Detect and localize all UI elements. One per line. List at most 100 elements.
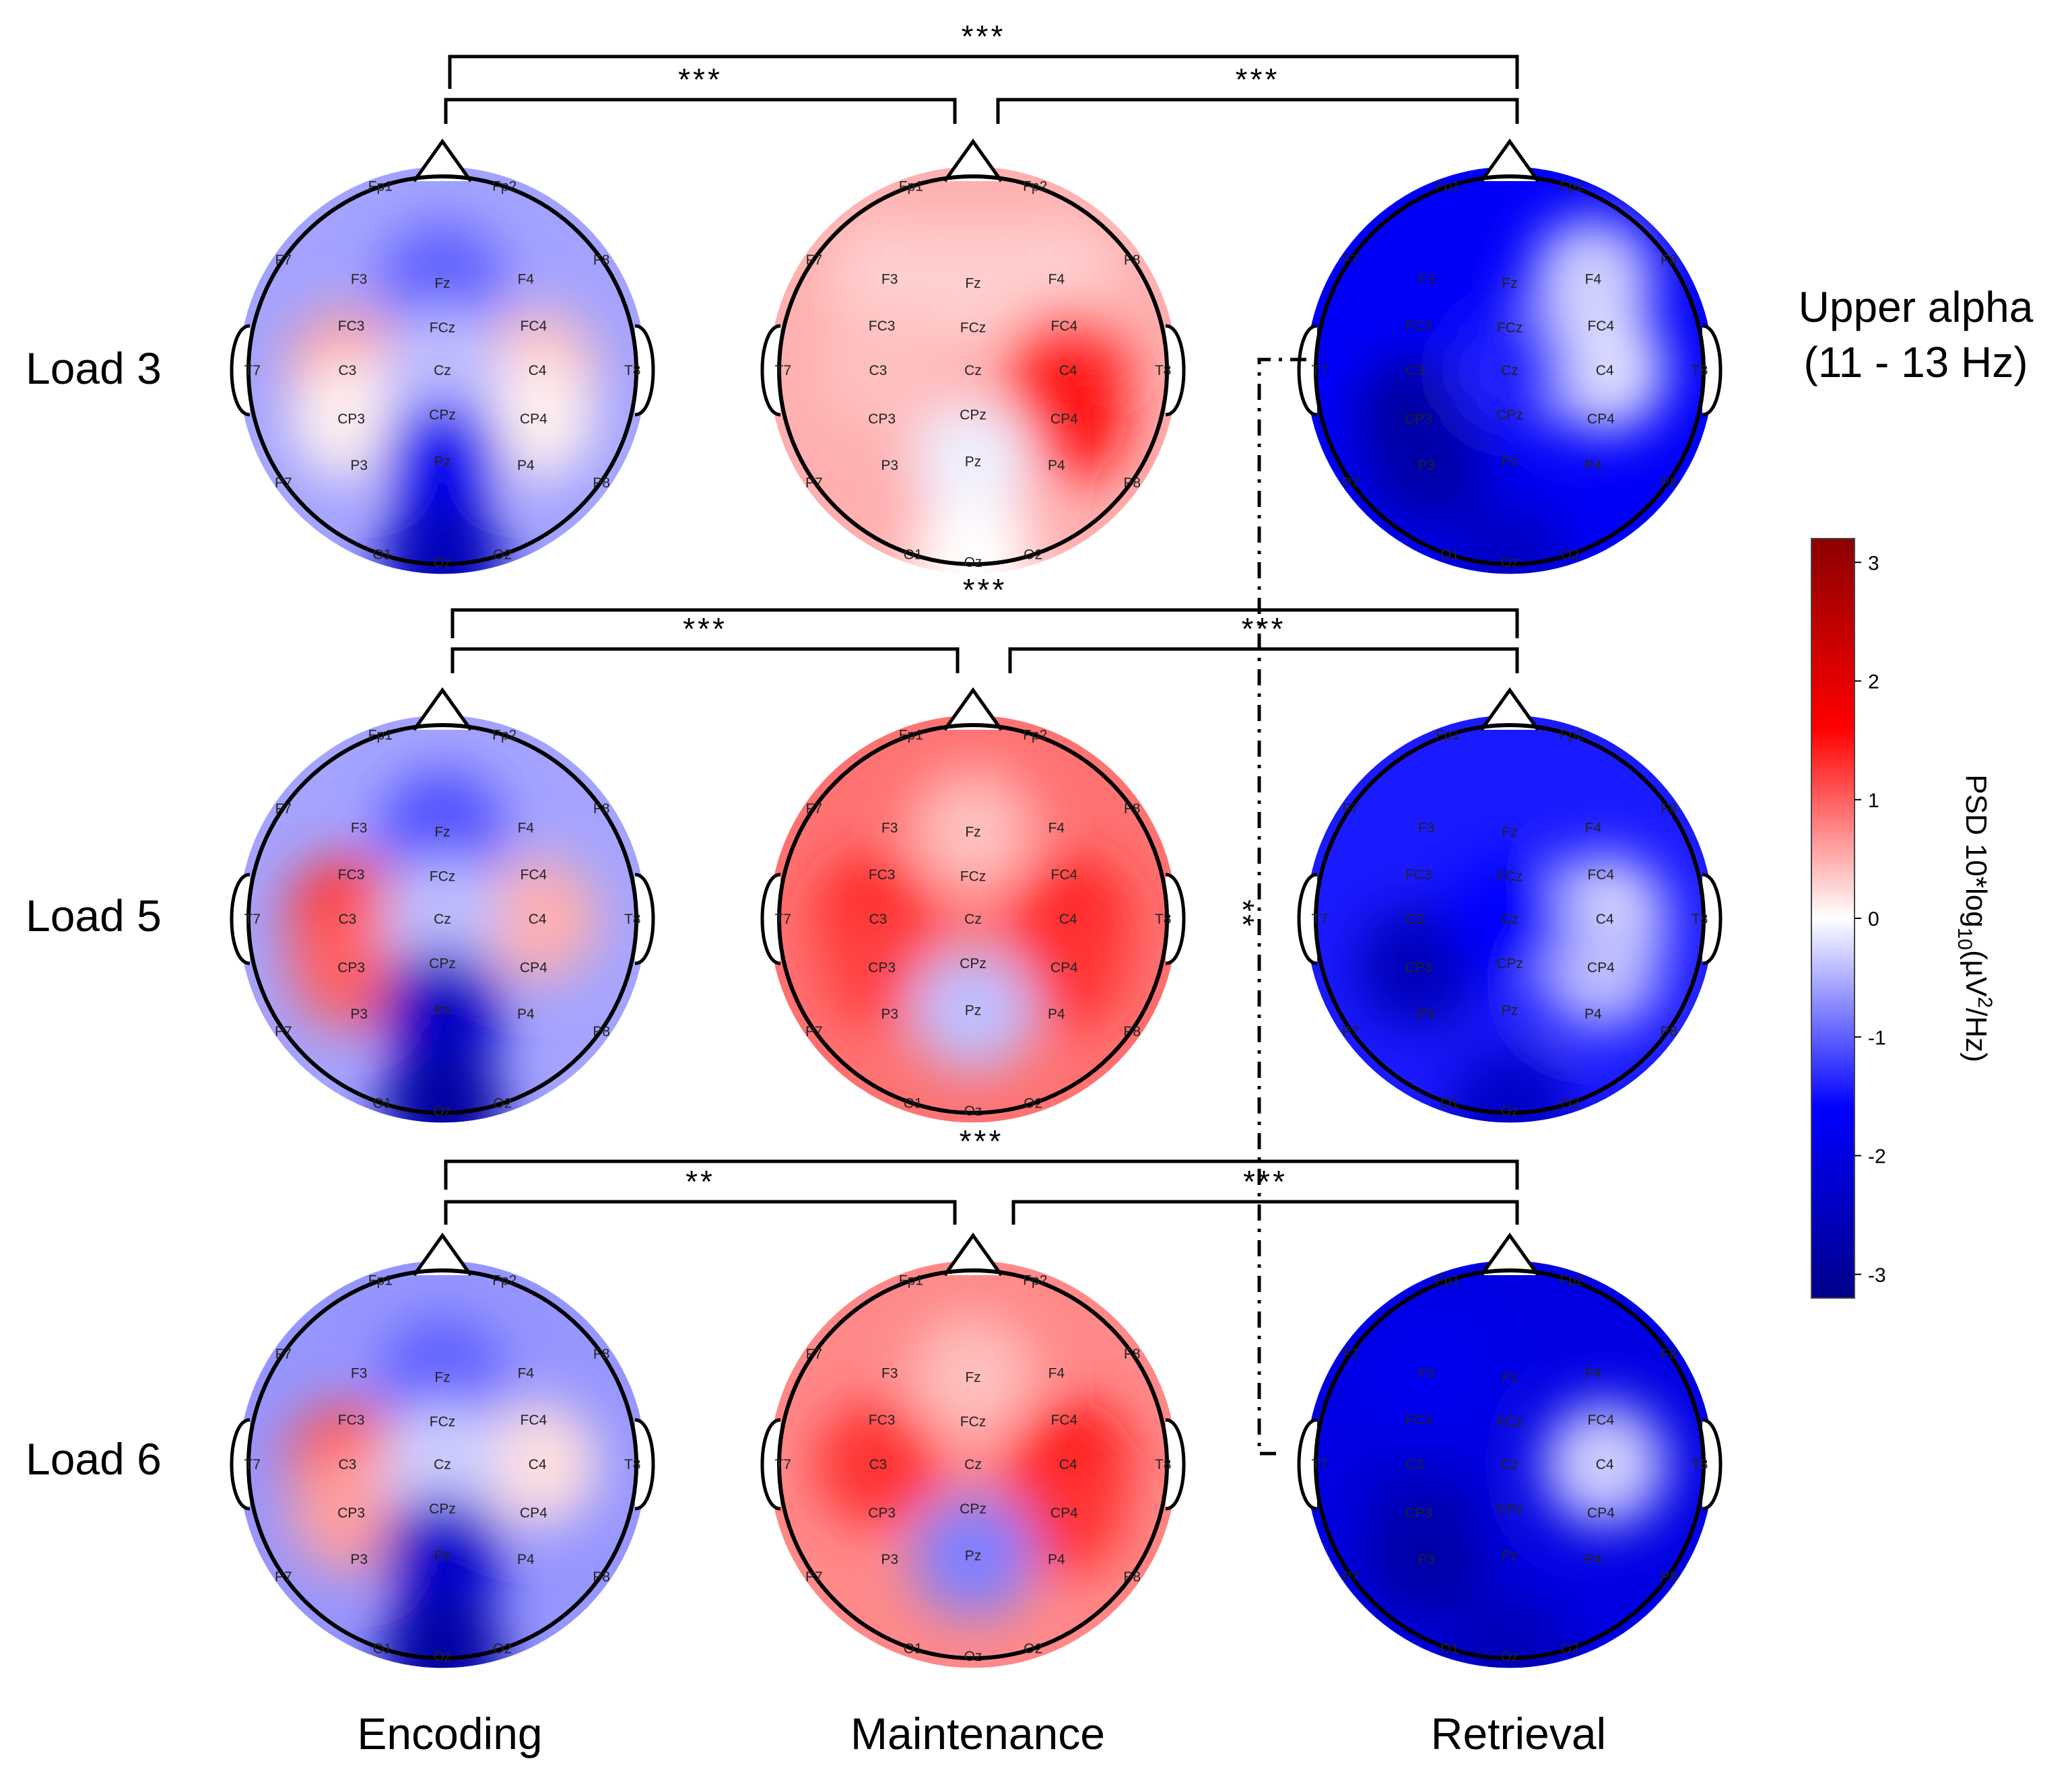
activation-fz bbox=[380, 770, 505, 894]
electrode-label-fp2: Fp2 bbox=[1560, 727, 1584, 743]
electrode-label-fp2: Fp2 bbox=[492, 1272, 516, 1288]
electrode-label-cz: Cz bbox=[964, 363, 982, 378]
electrode-label-fc4: FC4 bbox=[1588, 318, 1615, 334]
electrode-label-f4: F4 bbox=[1048, 1366, 1065, 1382]
activation-cp3 bbox=[1356, 905, 1481, 1030]
electrode-label-t7: T7 bbox=[244, 1457, 261, 1472]
activation-cz bbox=[1447, 308, 1572, 433]
bracket-load-3-encoding-vs-maintenance: *** bbox=[444, 62, 957, 124]
head-outline bbox=[246, 723, 638, 1115]
colorbar-tick-label: -1 bbox=[1868, 1027, 1886, 1049]
electrode-label-fc3: FC3 bbox=[338, 867, 365, 883]
electrode-label-cp4: CP4 bbox=[1587, 411, 1615, 427]
electrode-label-o2: O2 bbox=[1024, 1641, 1042, 1657]
electrode-label-p7: P7 bbox=[805, 1569, 823, 1585]
electrode-label-fc4: FC4 bbox=[521, 318, 547, 334]
electrode-label-p7: P7 bbox=[805, 1024, 823, 1040]
electrode-label-f8: F8 bbox=[1124, 252, 1141, 268]
electrode-label-p7: P7 bbox=[805, 475, 823, 491]
nose-outline bbox=[1479, 1232, 1540, 1276]
electrode-label-cp3: CP3 bbox=[337, 411, 365, 427]
topomap-grid: Fp1 Fp2 F7 F3 Fz F4 F8 FC3 FCz FC4 T7 C3 Cz C4 T8 CP3 CP… bbox=[230, 138, 1723, 1668]
bracket-load-5-encoding-vs-retrieval: *** bbox=[450, 572, 1519, 638]
activation-pz bbox=[380, 399, 505, 524]
topomap-load-6-encoding: Fp1 Fp2 F7 F3 Fz F4 F8 FC3 FCz FC4 T7 C3 Cz C4 T8 CP3 CP… bbox=[230, 1232, 655, 1668]
topomap-load-3-retrieval: Fp1 Fp2 F7 F3 Fz F4 F8 FC3 FCz FC4 T7 C3 Cz C4 T8 CP3 CP… bbox=[1297, 138, 1723, 574]
activation-c3 bbox=[815, 1402, 941, 1527]
left-ear-outline bbox=[760, 1418, 781, 1511]
electrode-label-f7: F7 bbox=[806, 1347, 823, 1362]
electrode-label-f3: F3 bbox=[351, 821, 368, 836]
band-label-line-2: (11 - 13 Hz) bbox=[1803, 338, 2028, 386]
significance-stars: *** bbox=[962, 19, 1006, 54]
electrode-label-fp2: Fp2 bbox=[1023, 727, 1047, 743]
bracket-load-3-maintenance-vs-retrieval: *** bbox=[996, 62, 1519, 124]
electrode-label-cpz: CPz bbox=[1496, 1501, 1523, 1517]
electrode-label-fc3: FC3 bbox=[1405, 1412, 1432, 1428]
electrode-label-f7: F7 bbox=[275, 801, 292, 817]
electrode-label-cp4: CP4 bbox=[1050, 1505, 1078, 1521]
bracket-line bbox=[444, 1200, 957, 1225]
electrode-label-fp1: Fp1 bbox=[899, 727, 923, 743]
electrode-label-cp3: CP3 bbox=[1405, 1505, 1432, 1521]
left-ear-outline bbox=[760, 324, 781, 417]
electrode-label-c4: C4 bbox=[529, 363, 547, 378]
electrode-label-t8: T8 bbox=[1155, 912, 1172, 927]
electrode-label-oz: Oz bbox=[964, 1649, 982, 1664]
electrode-label-fcz: FCz bbox=[1497, 320, 1523, 336]
bracket-line bbox=[450, 608, 1519, 638]
electrode-label-c3: C3 bbox=[1405, 1457, 1424, 1472]
electrode-label-fcz: FCz bbox=[430, 869, 456, 885]
electrode-label-p4: P4 bbox=[517, 1007, 535, 1022]
electrode-label-f4: F4 bbox=[518, 272, 535, 287]
electrode-label-t8: T8 bbox=[624, 363, 641, 378]
significance-stars: *** bbox=[683, 611, 727, 646]
right-ear-outline bbox=[1702, 873, 1723, 965]
row-label-load-3: Load 3 bbox=[26, 343, 162, 393]
electrode-label-fcz: FCz bbox=[960, 1415, 987, 1430]
topomap-load-3-maintenance: Fp1 Fp2 F7 F3 Fz F4 F8 FC3 FCz FC4 T7 C3 Cz C4 T8 CP3 CP… bbox=[760, 138, 1186, 574]
electrode-label-f3: F3 bbox=[1418, 821, 1435, 836]
electrode-label-cpz: CPz bbox=[960, 956, 987, 972]
significance-brackets: ****** ********* ******** *** bbox=[444, 19, 1519, 1225]
electrode-label-pz: Pz bbox=[965, 1002, 982, 1018]
electrode-label-f3: F3 bbox=[881, 1366, 898, 1382]
topomap-load-3-encoding: Fp1 Fp2 F7 F3 Fz F4 F8 FC3 FCz FC4 T7 C3 Cz C4 T8 CP3 CP… bbox=[230, 138, 655, 574]
electrode-label-c3: C3 bbox=[338, 912, 356, 927]
topomap-load-5-encoding: Fp1 Fp2 F7 F3 Fz F4 F8 FC3 FCz FC4 T7 C3 Cz C4 T8 CP3 CP… bbox=[230, 687, 655, 1123]
colorbar-tick-label: -3 bbox=[1868, 1264, 1886, 1287]
left-ear-outline bbox=[1297, 1418, 1318, 1511]
colorbar-label: PSD 10*log10(µV2/Hz) bbox=[1953, 774, 1996, 1062]
significance-stars: *** bbox=[1243, 1164, 1288, 1199]
electrode-label-fc4: FC4 bbox=[521, 867, 547, 883]
electrode-label-cpz: CPz bbox=[429, 407, 456, 423]
electrode-label-p4: P4 bbox=[1048, 458, 1065, 473]
electrode-label-c3: C3 bbox=[1405, 363, 1424, 378]
electrode-label-o2: O2 bbox=[1560, 547, 1579, 563]
electrode-label-o1: O1 bbox=[373, 547, 392, 563]
electrode-label-fp2: Fp2 bbox=[1560, 1272, 1584, 1288]
bracket-line bbox=[448, 55, 1519, 89]
topomap-load-5-maintenance: Fp1 Fp2 F7 F3 Fz F4 F8 FC3 FCz FC4 T7 C3 Cz C4 T8 CP3 CP… bbox=[760, 687, 1186, 1123]
electrode-label-fp2: Fp2 bbox=[492, 178, 516, 194]
electrode-label-c4: C4 bbox=[1059, 912, 1077, 927]
electrode-label-c4: C4 bbox=[1596, 363, 1614, 378]
electrode-label-fc3: FC3 bbox=[869, 318, 896, 334]
bracket-load-6-encoding-vs-maintenance: ** bbox=[444, 1164, 957, 1225]
electrode-label-p8: P8 bbox=[1123, 1569, 1141, 1585]
activation-cz bbox=[380, 856, 505, 982]
electrode-label-p3: P3 bbox=[881, 1552, 898, 1567]
electrode-label-oz: Oz bbox=[1501, 1103, 1519, 1119]
colorbar: 3 2 1 0 -1 -2 -3 PSD 10*log10(µV2/Hz) bbox=[1811, 538, 1996, 1299]
electrode-label-cp4: CP4 bbox=[1050, 960, 1078, 976]
electrode-label-oz: Oz bbox=[434, 1103, 452, 1119]
electrode-label-cp4: CP4 bbox=[1050, 411, 1078, 427]
colorbar-tick-label: 3 bbox=[1868, 552, 1879, 574]
topomap-load-6-maintenance: Fp1 Fp2 F7 F3 Fz F4 F8 FC3 FCz FC4 T7 C3 Cz C4 T8 CP3 CP… bbox=[760, 1232, 1186, 1668]
electrode-label-f7: F7 bbox=[806, 801, 823, 817]
activation-f3 bbox=[1364, 1311, 1489, 1435]
electrode-label-t7: T7 bbox=[1312, 363, 1329, 378]
electrode-label-c4: C4 bbox=[1596, 912, 1614, 927]
electrode-label-f4: F4 bbox=[1585, 272, 1602, 287]
